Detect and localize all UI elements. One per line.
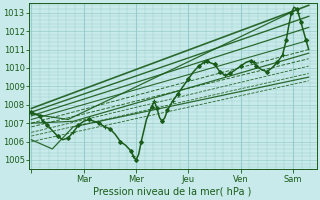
X-axis label: Pression niveau de la mer( hPa ): Pression niveau de la mer( hPa ) — [93, 187, 252, 197]
